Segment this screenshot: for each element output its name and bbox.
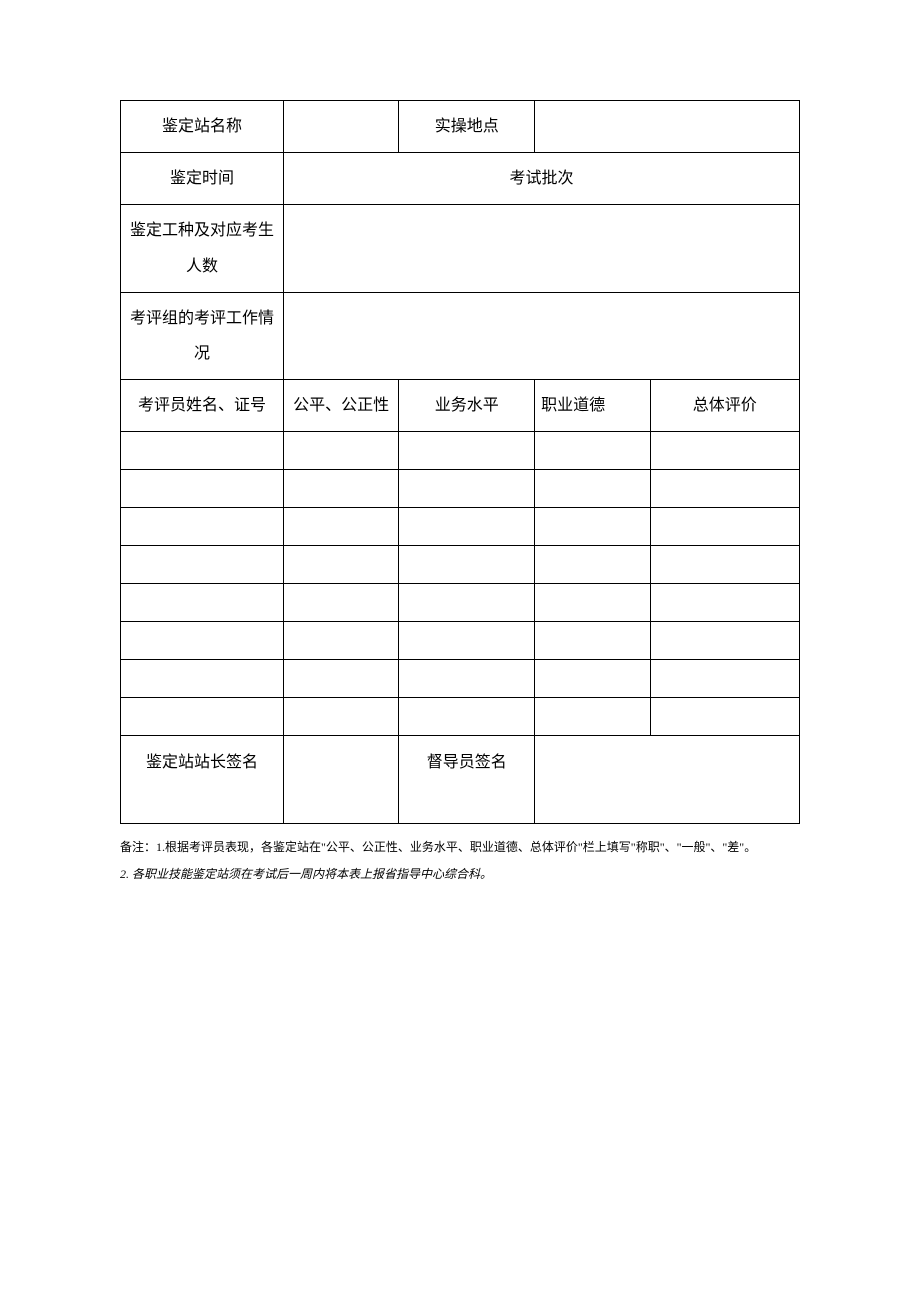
- value-evaluation-work[interactable]: [283, 292, 799, 379]
- cell-skill[interactable]: [399, 546, 535, 584]
- value-job-type[interactable]: [283, 205, 799, 292]
- label-exam-batch: 考试批次: [283, 153, 799, 205]
- label-job-type: 鉴定工种及对应考生人数: [121, 205, 284, 292]
- header-skill-level: 业务水平: [399, 380, 535, 432]
- cell-fairness[interactable]: [283, 660, 398, 698]
- cell-ethics[interactable]: [535, 660, 650, 698]
- cell-skill[interactable]: [399, 622, 535, 660]
- cell-overall[interactable]: [650, 698, 799, 736]
- header-overall: 总体评价: [650, 380, 799, 432]
- label-practical-location: 实操地点: [399, 101, 535, 153]
- cell-skill[interactable]: [399, 584, 535, 622]
- table-row: [121, 432, 800, 470]
- row-assessment-time: 鉴定时间 考试批次: [121, 153, 800, 205]
- row-evaluation-work: 考评组的考评工作情况: [121, 292, 800, 379]
- cell-overall[interactable]: [650, 470, 799, 508]
- cell-name[interactable]: [121, 546, 284, 584]
- cell-skill[interactable]: [399, 508, 535, 546]
- cell-skill[interactable]: [399, 432, 535, 470]
- cell-fairness[interactable]: [283, 698, 398, 736]
- cell-fairness[interactable]: [283, 470, 398, 508]
- label-station-name: 鉴定站名称: [121, 101, 284, 153]
- cell-overall[interactable]: [650, 546, 799, 584]
- cell-fairness[interactable]: [283, 546, 398, 584]
- cell-ethics[interactable]: [535, 584, 650, 622]
- row-job-type: 鉴定工种及对应考生人数: [121, 205, 800, 292]
- row-signature: 鉴定站站长签名 督导员签名: [121, 736, 800, 824]
- cell-ethics[interactable]: [535, 470, 650, 508]
- cell-overall[interactable]: [650, 508, 799, 546]
- cell-overall[interactable]: [650, 622, 799, 660]
- cell-overall[interactable]: [650, 584, 799, 622]
- cell-ethics[interactable]: [535, 508, 650, 546]
- value-station-name[interactable]: [283, 101, 398, 153]
- value-supervisor-sig[interactable]: [535, 736, 800, 824]
- cell-name[interactable]: [121, 660, 284, 698]
- cell-name[interactable]: [121, 698, 284, 736]
- value-practical-location[interactable]: [535, 101, 800, 153]
- header-fairness: 公平、公正性: [283, 380, 398, 432]
- cell-ethics[interactable]: [535, 622, 650, 660]
- label-station-head-sig: 鉴定站站长签名: [121, 736, 284, 824]
- row-column-headers: 考评员姓名、证号 公平、公正性 业务水平 职业道德 总体评价: [121, 380, 800, 432]
- cell-fairness[interactable]: [283, 622, 398, 660]
- notes-section: 备注：1.根据考评员表现，各鉴定站在"公平、公正性、业务水平、职业道德、总体评价…: [120, 836, 800, 886]
- table-row: [121, 698, 800, 736]
- cell-skill[interactable]: [399, 698, 535, 736]
- label-assessment-time: 鉴定时间: [121, 153, 284, 205]
- label-supervisor-sig: 督导员签名: [399, 736, 535, 824]
- row-station-name: 鉴定站名称 实操地点: [121, 101, 800, 153]
- cell-ethics[interactable]: [535, 546, 650, 584]
- cell-overall[interactable]: [650, 660, 799, 698]
- cell-fairness[interactable]: [283, 584, 398, 622]
- cell-name[interactable]: [121, 432, 284, 470]
- value-station-head-sig[interactable]: [283, 736, 398, 824]
- table-row: [121, 508, 800, 546]
- cell-name[interactable]: [121, 508, 284, 546]
- cell-name[interactable]: [121, 622, 284, 660]
- cell-ethics[interactable]: [535, 698, 650, 736]
- table-row: [121, 660, 800, 698]
- cell-skill[interactable]: [399, 470, 535, 508]
- evaluation-form-table: 鉴定站名称 实操地点 鉴定时间 考试批次 鉴定工种及对应考生人数 考评组的考评工…: [120, 100, 800, 824]
- cell-name[interactable]: [121, 584, 284, 622]
- note-2: 2. 各职业技能鉴定站须在考试后一周内将本表上报省指导中心综合科。: [120, 863, 800, 886]
- cell-fairness[interactable]: [283, 508, 398, 546]
- table-row: [121, 546, 800, 584]
- cell-skill[interactable]: [399, 660, 535, 698]
- cell-ethics[interactable]: [535, 432, 650, 470]
- cell-name[interactable]: [121, 470, 284, 508]
- cell-overall[interactable]: [650, 432, 799, 470]
- note-1: 备注：1.根据考评员表现，各鉴定站在"公平、公正性、业务水平、职业道德、总体评价…: [120, 836, 800, 859]
- header-ethics: 职业道德: [535, 380, 650, 432]
- table-row: [121, 622, 800, 660]
- table-row: [121, 470, 800, 508]
- cell-fairness[interactable]: [283, 432, 398, 470]
- header-evaluator-name: 考评员姓名、证号: [121, 380, 284, 432]
- label-evaluation-work: 考评组的考评工作情况: [121, 292, 284, 379]
- note-2-text: 2. 各职业技能鉴定站须在考试后一周内将本表上报省指导中心综合科。: [120, 867, 492, 881]
- table-row: [121, 584, 800, 622]
